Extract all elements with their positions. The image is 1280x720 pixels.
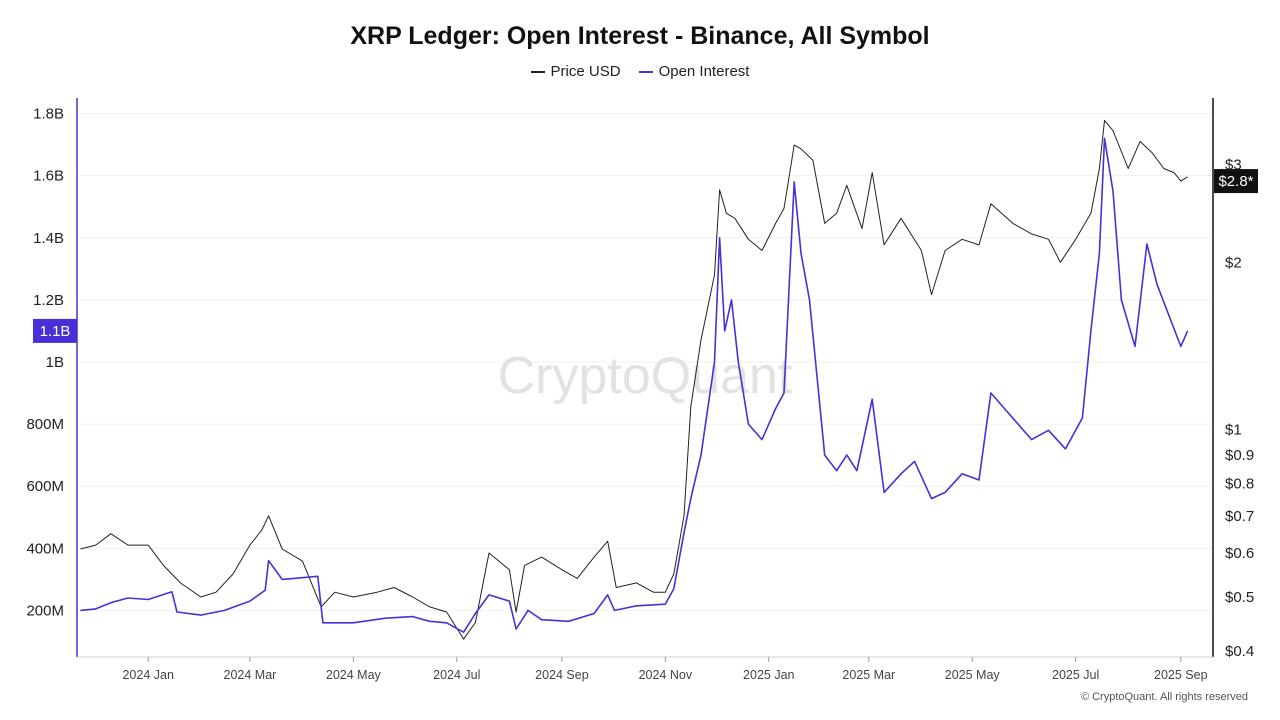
y-right-tick-label: $2 (1225, 254, 1242, 271)
right-current-badge-label: $2.8* (1218, 173, 1253, 190)
chart-legend: Price USD Open Interest (0, 63, 1280, 80)
x-tick-label: 2024 Jan (122, 668, 173, 682)
y-right-tick-label: $0.8 (1225, 476, 1254, 493)
legend-label-open-interest: Open Interest (658, 63, 750, 80)
y-right-tick-label: $0.6 (1225, 545, 1254, 562)
x-tick-label: 2024 Mar (224, 668, 277, 682)
x-tick-label: 2024 May (326, 668, 382, 682)
x-tick-label: 2024 Jul (433, 668, 480, 682)
legend-label-price: Price USD (550, 63, 621, 80)
legend-swatch-price (530, 70, 545, 73)
copyright-notice: © CryptoQuant. All rights reserved (1080, 691, 1248, 703)
y-left-tick-label: 1.2B (33, 292, 64, 309)
y-right-tick-label: $0.5 (1225, 589, 1254, 606)
x-tick-label: 2025 Mar (842, 668, 895, 682)
legend-item-price[interactable]: Price USD (530, 63, 621, 80)
x-tick-label: 2025 Jul (1052, 668, 1099, 682)
left-current-badge-label: 1.1B (40, 323, 71, 340)
y-left-tick-label: 1B (46, 354, 64, 371)
x-tick-label: 2025 May (945, 668, 1001, 682)
y-left-tick-label: 1.8B (33, 106, 64, 123)
left-current-badge (33, 318, 77, 343)
y-right-tick-label: $0.7 (1225, 508, 1254, 525)
x-tick-label: 2024 Nov (639, 668, 693, 682)
x-tick-label: 2024 Sep (535, 668, 589, 682)
open-interest-line (80, 137, 1189, 634)
chart-title: XRP Ledger: Open Interest - Binance, All… (350, 22, 930, 50)
y-left-tick-label: 600M (26, 478, 64, 495)
y-left-tick-label: 1.4B (33, 230, 64, 247)
legend-item-open-interest[interactable]: Open Interest (638, 63, 750, 80)
y-left-tick-label: 1.6B (33, 168, 64, 185)
right-current-badge (1214, 169, 1258, 194)
watermark: CryptoQuant (498, 347, 793, 405)
y-right-tick-label: $0.9 (1225, 447, 1254, 464)
x-tick-label: 2025 Jan (743, 668, 794, 682)
y-left-tick-label: 400M (26, 540, 64, 557)
y-right-tick-label: $0.4 (1225, 643, 1254, 660)
y-right-tick-label: $1 (1225, 422, 1242, 439)
y-left-tick-label: 800M (26, 416, 64, 433)
y-left-tick-label: 200M (26, 602, 64, 619)
price-usd-line (80, 119, 1188, 640)
legend-swatch-open-interest (638, 70, 653, 73)
x-tick-label: 2025 Sep (1154, 668, 1208, 682)
